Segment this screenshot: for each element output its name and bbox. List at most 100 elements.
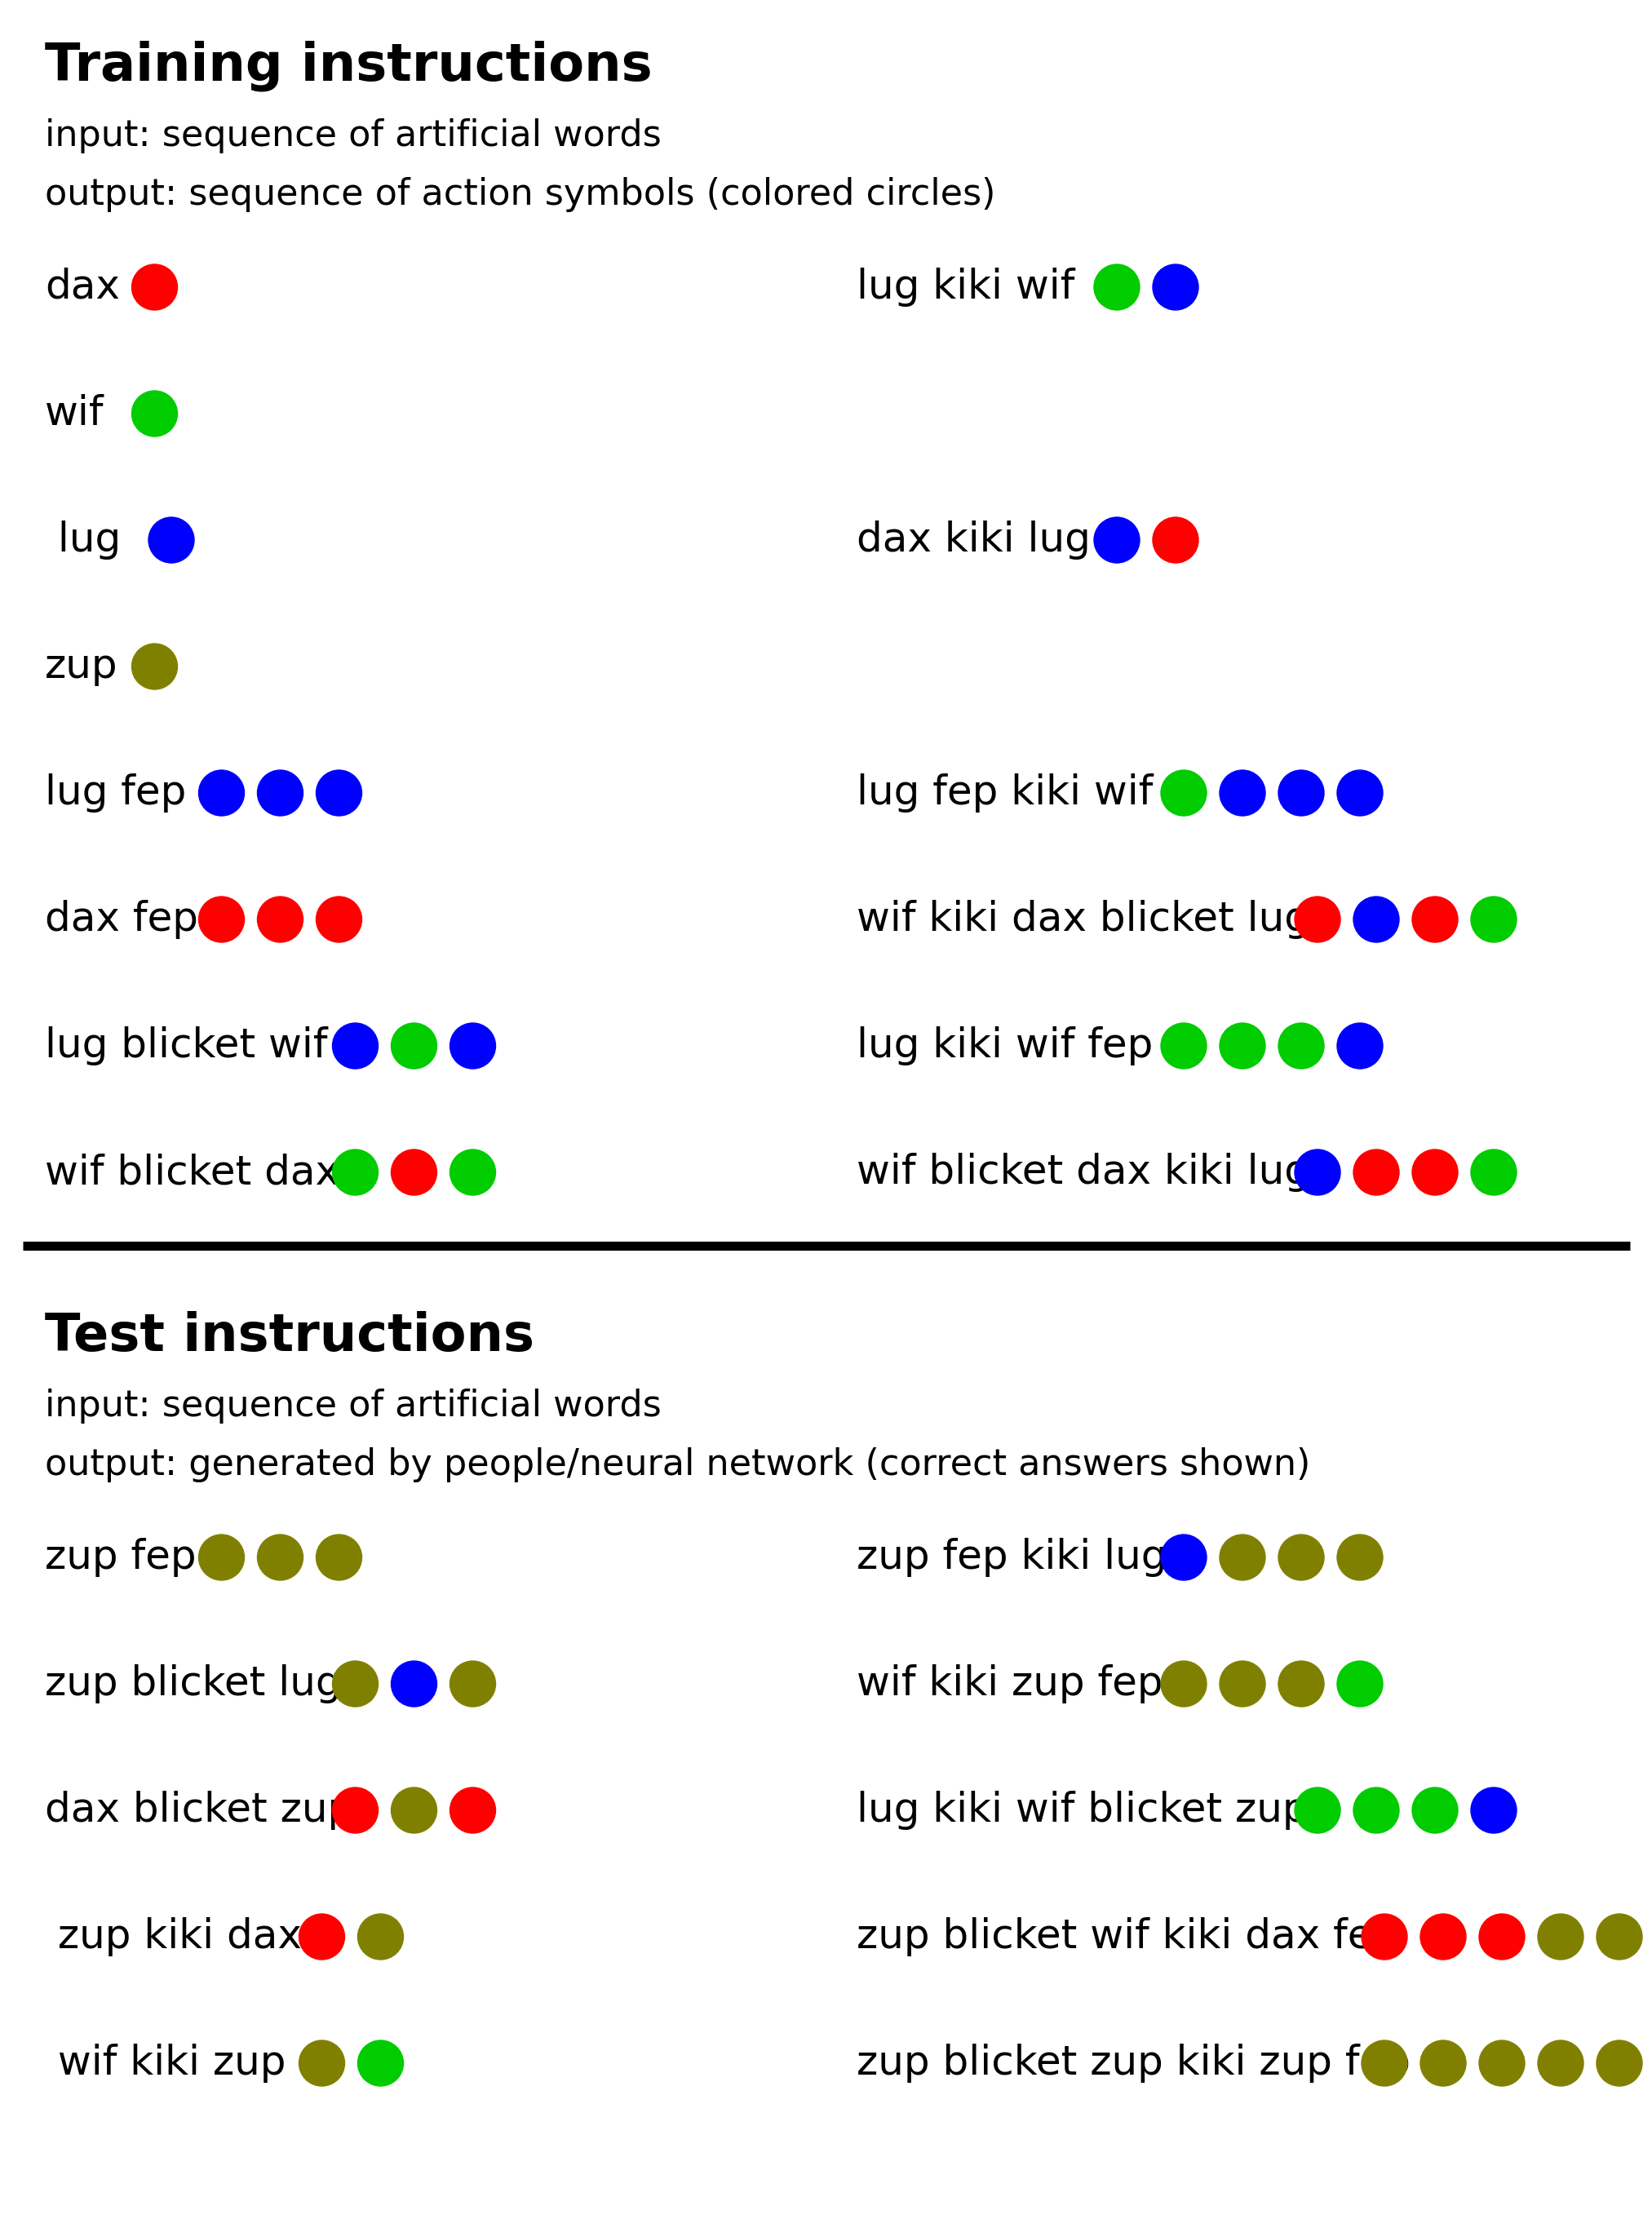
Text: output: generated by people/neural network (correct answers shown): output: generated by people/neural netwo… [45,1448,1310,1482]
Circle shape [1353,1787,1399,1834]
Text: lug fep: lug fep [45,773,187,813]
Text: input: sequence of artificial words: input: sequence of artificial words [45,118,661,154]
Circle shape [1336,1023,1383,1069]
Circle shape [1412,1787,1457,1834]
Circle shape [1161,1662,1206,1707]
Text: lug fep kiki wif: lug fep kiki wif [857,773,1153,813]
Circle shape [1353,896,1399,942]
Circle shape [1412,896,1457,942]
Text: wif blicket dax: wif blicket dax [45,1152,339,1192]
Circle shape [1412,1150,1457,1194]
Text: dax: dax [45,267,121,307]
Circle shape [258,1535,302,1580]
Text: input: sequence of artificial words: input: sequence of artificial words [45,1388,661,1424]
Text: lug kiki wif: lug kiki wif [857,267,1075,307]
Text: wif: wif [45,394,104,432]
Circle shape [299,1914,345,1961]
Text: zup kiki dax: zup kiki dax [45,1916,302,1956]
Circle shape [198,1535,244,1580]
Circle shape [1279,1662,1323,1707]
Circle shape [1161,1535,1206,1580]
Text: dax blicket zup: dax blicket zup [45,1791,354,1829]
Circle shape [316,896,362,942]
Circle shape [449,1023,496,1069]
Circle shape [449,1787,496,1834]
Circle shape [1279,1535,1323,1580]
Circle shape [1219,1535,1265,1580]
Text: lug blicket wif: lug blicket wif [45,1027,327,1065]
Circle shape [392,1023,436,1069]
Circle shape [1470,1787,1517,1834]
Text: Test instructions: Test instructions [45,1310,534,1361]
Circle shape [358,1914,403,1961]
Circle shape [1295,1787,1340,1834]
Text: zup: zup [45,646,117,686]
Circle shape [132,390,177,437]
Circle shape [332,1662,378,1707]
Circle shape [1336,1662,1383,1707]
Circle shape [332,1023,378,1069]
Text: lug kiki wif blicket zup: lug kiki wif blicket zup [857,1791,1308,1829]
Circle shape [332,1787,378,1834]
Circle shape [449,1662,496,1707]
Text: zup fep kiki lug: zup fep kiki lug [857,1537,1166,1577]
Text: wif kiki zup: wif kiki zup [45,2043,286,2083]
Circle shape [1538,2041,1584,2085]
Text: dax fep: dax fep [45,900,198,938]
Circle shape [1596,1914,1642,1961]
Text: Training instructions: Training instructions [45,40,653,91]
Text: wif blicket dax kiki lug: wif blicket dax kiki lug [857,1152,1310,1192]
Circle shape [1361,2041,1408,2085]
Circle shape [198,771,244,815]
Text: wif kiki dax blicket lug: wif kiki dax blicket lug [857,900,1310,938]
Text: zup blicket zup kiki zup fep: zup blicket zup kiki zup fep [857,2043,1411,2083]
Circle shape [392,1150,436,1194]
Circle shape [1219,771,1265,815]
Circle shape [1361,1914,1408,1961]
Circle shape [1336,1535,1383,1580]
Circle shape [449,1150,496,1194]
Circle shape [258,771,302,815]
Circle shape [1279,771,1323,815]
Text: lug: lug [45,521,121,559]
Circle shape [1336,771,1383,815]
Circle shape [1470,1150,1517,1194]
Circle shape [358,2041,403,2085]
Circle shape [1161,1023,1206,1069]
Text: zup blicket lug: zup blicket lug [45,1664,342,1704]
Circle shape [332,1150,378,1194]
Circle shape [392,1787,436,1834]
Circle shape [1153,517,1198,564]
Text: dax kiki lug: dax kiki lug [857,521,1090,559]
Circle shape [392,1662,436,1707]
Circle shape [1470,896,1517,942]
Circle shape [1295,896,1340,942]
Circle shape [1538,1914,1584,1961]
Circle shape [132,644,177,688]
Circle shape [316,771,362,815]
Text: output: sequence of action symbols (colored circles): output: sequence of action symbols (colo… [45,176,996,212]
Circle shape [1479,2041,1525,2085]
Circle shape [316,1535,362,1580]
Circle shape [1219,1023,1265,1069]
Text: lug kiki wif fep: lug kiki wif fep [857,1027,1153,1065]
Circle shape [1295,1150,1340,1194]
Text: wif kiki zup fep: wif kiki zup fep [857,1664,1163,1704]
Circle shape [1421,1914,1465,1961]
Circle shape [132,265,177,310]
Circle shape [198,896,244,942]
Circle shape [258,896,302,942]
Circle shape [149,517,195,564]
Circle shape [1421,2041,1465,2085]
Circle shape [1094,265,1140,310]
Circle shape [1219,1662,1265,1707]
Circle shape [299,2041,345,2085]
Circle shape [1279,1023,1323,1069]
Circle shape [1153,265,1198,310]
Circle shape [1161,771,1206,815]
Circle shape [1353,1150,1399,1194]
Circle shape [1596,2041,1642,2085]
Text: zup fep: zup fep [45,1537,197,1577]
Circle shape [1094,517,1140,564]
Text: zup blicket wif kiki dax fep: zup blicket wif kiki dax fep [857,1916,1399,1956]
